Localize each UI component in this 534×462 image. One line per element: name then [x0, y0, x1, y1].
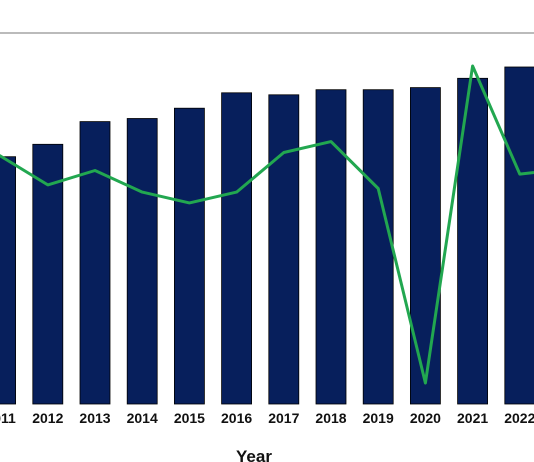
x-tick-2020: 2020	[410, 410, 441, 426]
bar-2020	[409, 87, 441, 405]
bars-group	[0, 66, 534, 405]
bar-2019	[362, 89, 394, 405]
x-tick-2011: 2011	[0, 410, 16, 426]
line-series	[0, 64, 534, 385]
bar-2011	[0, 156, 17, 405]
bar-2014	[126, 118, 158, 405]
x-axis-title: Year	[236, 447, 272, 462]
x-tick-2012: 2012	[32, 410, 63, 426]
x-tick-2017: 2017	[268, 410, 299, 426]
x-tick-2015: 2015	[174, 410, 205, 426]
x-tick-2021: 2021	[457, 410, 488, 426]
x-tick-labels: 2011 2012 2013 2014 2015 2016 2017 2018 2019 2020…	[0, 410, 534, 426]
x-tick-2016: 2016	[221, 410, 252, 426]
bar-2022	[504, 66, 534, 405]
bar-2013	[79, 121, 111, 405]
line-series-group	[0, 64, 534, 385]
bar-2015	[173, 107, 205, 405]
x-tick-2018: 2018	[315, 410, 346, 426]
bar-2018	[315, 89, 347, 405]
x-tick-2022: 2022	[504, 410, 534, 426]
x-tick-2019: 2019	[363, 410, 394, 426]
bar-2016	[221, 92, 253, 405]
x-tick-2014: 2014	[127, 410, 158, 426]
bar-2017	[268, 94, 300, 405]
x-tick-2013: 2013	[79, 410, 110, 426]
bar-2012	[32, 143, 64, 405]
